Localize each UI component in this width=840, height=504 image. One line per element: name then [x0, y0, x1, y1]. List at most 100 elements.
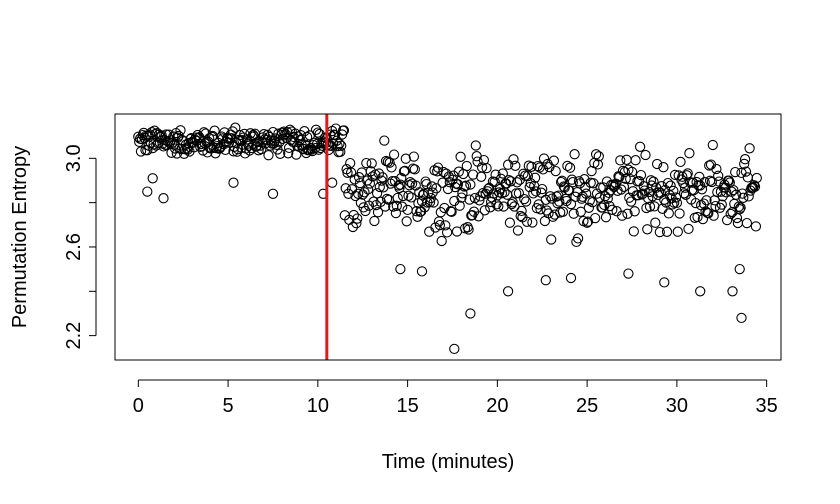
- data-point: [198, 127, 210, 138]
- data-point: [369, 215, 380, 227]
- data-point: [750, 221, 762, 232]
- data-point: [528, 188, 539, 199]
- data-point: [618, 181, 630, 192]
- data-point: [742, 172, 753, 183]
- x-tick-label: 35: [756, 395, 778, 417]
- data-point: [465, 179, 476, 190]
- data-point: [739, 154, 751, 165]
- data-point: [481, 162, 492, 174]
- data-point: [508, 154, 519, 165]
- data-point: [744, 143, 755, 154]
- data-point: [535, 204, 546, 215]
- data-point: [426, 181, 437, 192]
- data-point: [710, 200, 721, 212]
- data-point: [461, 160, 472, 172]
- data-point: [446, 206, 457, 218]
- data-point: [629, 206, 640, 217]
- data-point: [579, 174, 590, 185]
- data-point: [395, 263, 406, 275]
- data-point: [336, 140, 347, 151]
- data-point: [616, 210, 628, 221]
- data-point: [390, 207, 402, 219]
- data-point: [384, 157, 395, 168]
- data-point: [520, 196, 532, 207]
- data-point: [206, 131, 218, 143]
- data-point: [699, 177, 710, 188]
- data-point: [263, 150, 274, 161]
- data-point: [230, 122, 241, 133]
- data-point: [564, 162, 576, 173]
- data-point: [510, 160, 521, 171]
- data-point: [665, 180, 676, 191]
- plot-frame: [114, 113, 782, 361]
- data-point: [738, 192, 749, 203]
- data-point: [142, 186, 153, 197]
- data-point: [441, 227, 453, 238]
- data-point: [593, 151, 604, 162]
- data-point: [380, 201, 391, 212]
- data-point: [377, 172, 388, 183]
- data-point: [739, 158, 750, 170]
- data-point: [145, 137, 157, 149]
- data-point: [283, 148, 294, 159]
- data-point: [630, 155, 641, 166]
- data-point: [650, 217, 661, 228]
- data-point: [437, 177, 448, 188]
- data-point: [391, 200, 402, 211]
- data-point: [403, 190, 414, 201]
- data-point: [663, 208, 674, 219]
- data-point: [723, 175, 735, 186]
- data-point: [503, 175, 515, 186]
- data-point: [472, 156, 483, 167]
- data-point: [651, 158, 663, 170]
- data-point: [402, 204, 413, 216]
- x-tick-label: 15: [396, 395, 418, 417]
- data-point: [683, 223, 694, 235]
- data-point: [529, 172, 541, 183]
- data-point: [570, 191, 581, 202]
- data-point: [626, 166, 638, 178]
- data-point: [708, 210, 719, 221]
- data-point: [711, 163, 722, 175]
- data-point: [397, 201, 408, 212]
- data-point: [228, 177, 239, 188]
- data-point: [502, 286, 514, 297]
- data-point: [734, 263, 745, 275]
- data-point: [748, 180, 760, 191]
- data-point: [607, 204, 618, 215]
- data-point: [672, 226, 683, 237]
- data-point: [464, 194, 475, 205]
- data-point: [301, 131, 313, 143]
- data-point: [392, 192, 403, 204]
- data-point: [351, 218, 362, 229]
- data-point: [335, 146, 346, 158]
- data-point: [701, 195, 712, 206]
- data-point: [338, 125, 350, 136]
- data-point: [465, 308, 476, 319]
- data-point: [454, 200, 465, 211]
- data-point: [347, 221, 359, 233]
- data-point: [135, 146, 147, 157]
- data-point: [727, 286, 738, 297]
- data-point: [564, 185, 575, 196]
- data-point: [751, 172, 762, 184]
- data-point: [456, 192, 467, 203]
- data-point: [434, 219, 446, 231]
- data-point: [674, 208, 685, 219]
- y-axis-label: Permutation Entropy: [9, 146, 31, 328]
- y-axis: 2.2 2.6 3.0: [63, 144, 97, 350]
- data-point: [692, 211, 703, 223]
- data-point: [313, 144, 324, 155]
- data-point: [527, 217, 538, 228]
- data-point: [476, 171, 487, 182]
- data-point: [649, 201, 660, 212]
- data-point: [645, 175, 657, 186]
- data-point: [371, 188, 383, 199]
- x-tick-label: 0: [133, 395, 144, 417]
- data-point: [361, 157, 372, 169]
- data-point: [700, 206, 711, 217]
- data-point: [485, 202, 496, 213]
- data-point: [169, 143, 181, 154]
- data-point: [332, 140, 343, 152]
- data-point: [542, 158, 553, 170]
